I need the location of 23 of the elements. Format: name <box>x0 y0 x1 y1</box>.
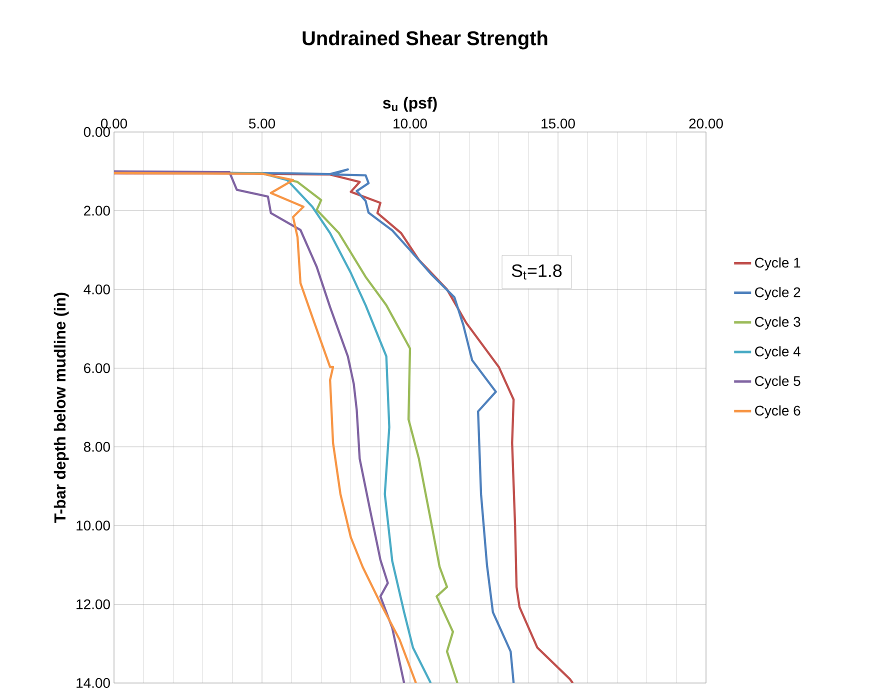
legend-label: Cycle 3 <box>755 316 800 330</box>
legend-label: Cycle 2 <box>755 286 800 300</box>
x-tick-label: 5.00 <box>248 118 276 128</box>
y-tick-label: 4.00 <box>84 284 110 294</box>
y-tick-label: 14.00 <box>76 678 110 688</box>
x-tick-label: 15.00 <box>542 118 575 128</box>
y-tick-label: 2.00 <box>84 206 110 216</box>
chart-title: Undrained Shear Strength <box>302 30 548 50</box>
x-tick-label: 0.00 <box>100 118 128 128</box>
y-tick-label: 10.00 <box>76 520 110 531</box>
legend-label: Cycle 5 <box>755 376 800 389</box>
legend-label: Cycle 6 <box>755 405 800 418</box>
x-tick-label: 10.00 <box>394 118 427 128</box>
y-axis-title: T-bar depth below mudline (in) <box>54 292 69 523</box>
x-axis-title: s$_{u}$ (psf) <box>383 96 437 112</box>
y-tick-label: 0.00 <box>84 127 110 137</box>
legend-label: Cycle 1 <box>755 257 800 270</box>
annotation: S$_{t}$=1.8 <box>512 264 562 280</box>
x-tick-label: 20.00 <box>689 118 723 128</box>
y-tick-label: 6.00 <box>84 363 110 374</box>
y-tick-label: 12.00 <box>76 599 110 610</box>
y-tick-label: 8.00 <box>84 442 110 452</box>
legend-label: Cycle 4 <box>755 346 800 360</box>
